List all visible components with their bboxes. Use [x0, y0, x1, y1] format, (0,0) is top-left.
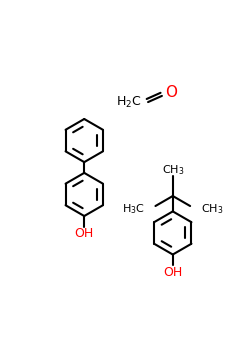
Text: CH$_3$: CH$_3$ — [162, 163, 184, 177]
Text: CH$_3$: CH$_3$ — [201, 202, 224, 216]
Text: H$_3$C: H$_3$C — [122, 202, 145, 216]
Text: OH: OH — [163, 266, 182, 279]
Text: O: O — [165, 85, 177, 99]
Text: OH: OH — [74, 227, 94, 240]
Text: H$_2$C: H$_2$C — [116, 94, 142, 110]
